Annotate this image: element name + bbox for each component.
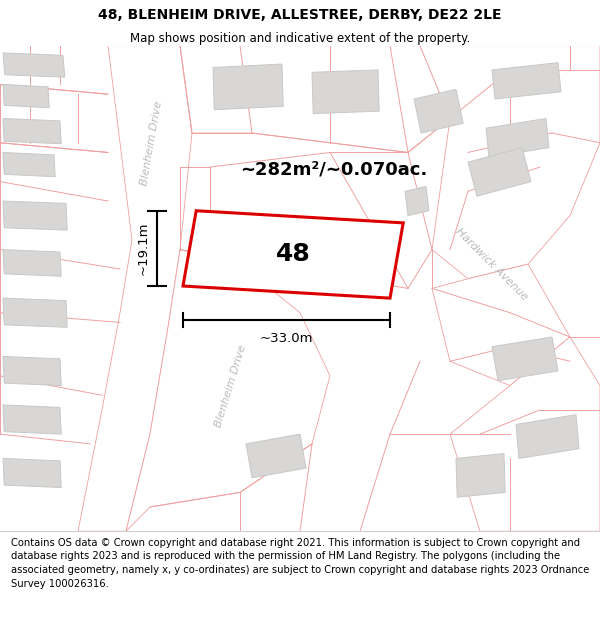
Polygon shape [456, 454, 505, 498]
Polygon shape [420, 46, 600, 279]
Text: Blenheim Drive: Blenheim Drive [214, 343, 248, 428]
Polygon shape [246, 434, 306, 478]
Polygon shape [3, 356, 61, 386]
Polygon shape [180, 46, 450, 152]
Polygon shape [183, 211, 403, 298]
Polygon shape [3, 84, 49, 107]
Text: Map shows position and indicative extent of the property.: Map shows position and indicative extent… [130, 32, 470, 45]
Polygon shape [3, 53, 65, 78]
Polygon shape [516, 415, 579, 458]
Polygon shape [3, 249, 61, 276]
Polygon shape [432, 264, 570, 386]
Text: Hardwick Avenue: Hardwick Avenue [454, 226, 530, 302]
Polygon shape [213, 64, 283, 110]
Polygon shape [3, 119, 61, 144]
Text: Blenheim Drive: Blenheim Drive [139, 99, 164, 186]
Text: ~33.0m: ~33.0m [260, 332, 313, 345]
Polygon shape [312, 70, 379, 114]
Polygon shape [414, 89, 463, 133]
Text: ~19.1m: ~19.1m [137, 222, 150, 275]
Text: 48, BLENHEIM DRIVE, ALLESTREE, DERBY, DE22 2LE: 48, BLENHEIM DRIVE, ALLESTREE, DERBY, DE… [98, 8, 502, 22]
Polygon shape [405, 186, 429, 216]
Polygon shape [492, 62, 561, 99]
Polygon shape [126, 249, 330, 531]
Polygon shape [3, 405, 61, 434]
Text: 48: 48 [276, 242, 310, 266]
Polygon shape [78, 46, 192, 531]
Text: ~282m²/~0.070ac.: ~282m²/~0.070ac. [240, 161, 427, 179]
Polygon shape [486, 119, 549, 158]
Polygon shape [3, 298, 67, 328]
Polygon shape [450, 337, 600, 531]
Polygon shape [492, 337, 558, 381]
Polygon shape [3, 152, 55, 177]
Polygon shape [468, 148, 531, 196]
Polygon shape [3, 201, 67, 230]
Text: Contains OS data © Crown copyright and database right 2021. This information is : Contains OS data © Crown copyright and d… [11, 538, 589, 589]
Polygon shape [3, 458, 61, 488]
